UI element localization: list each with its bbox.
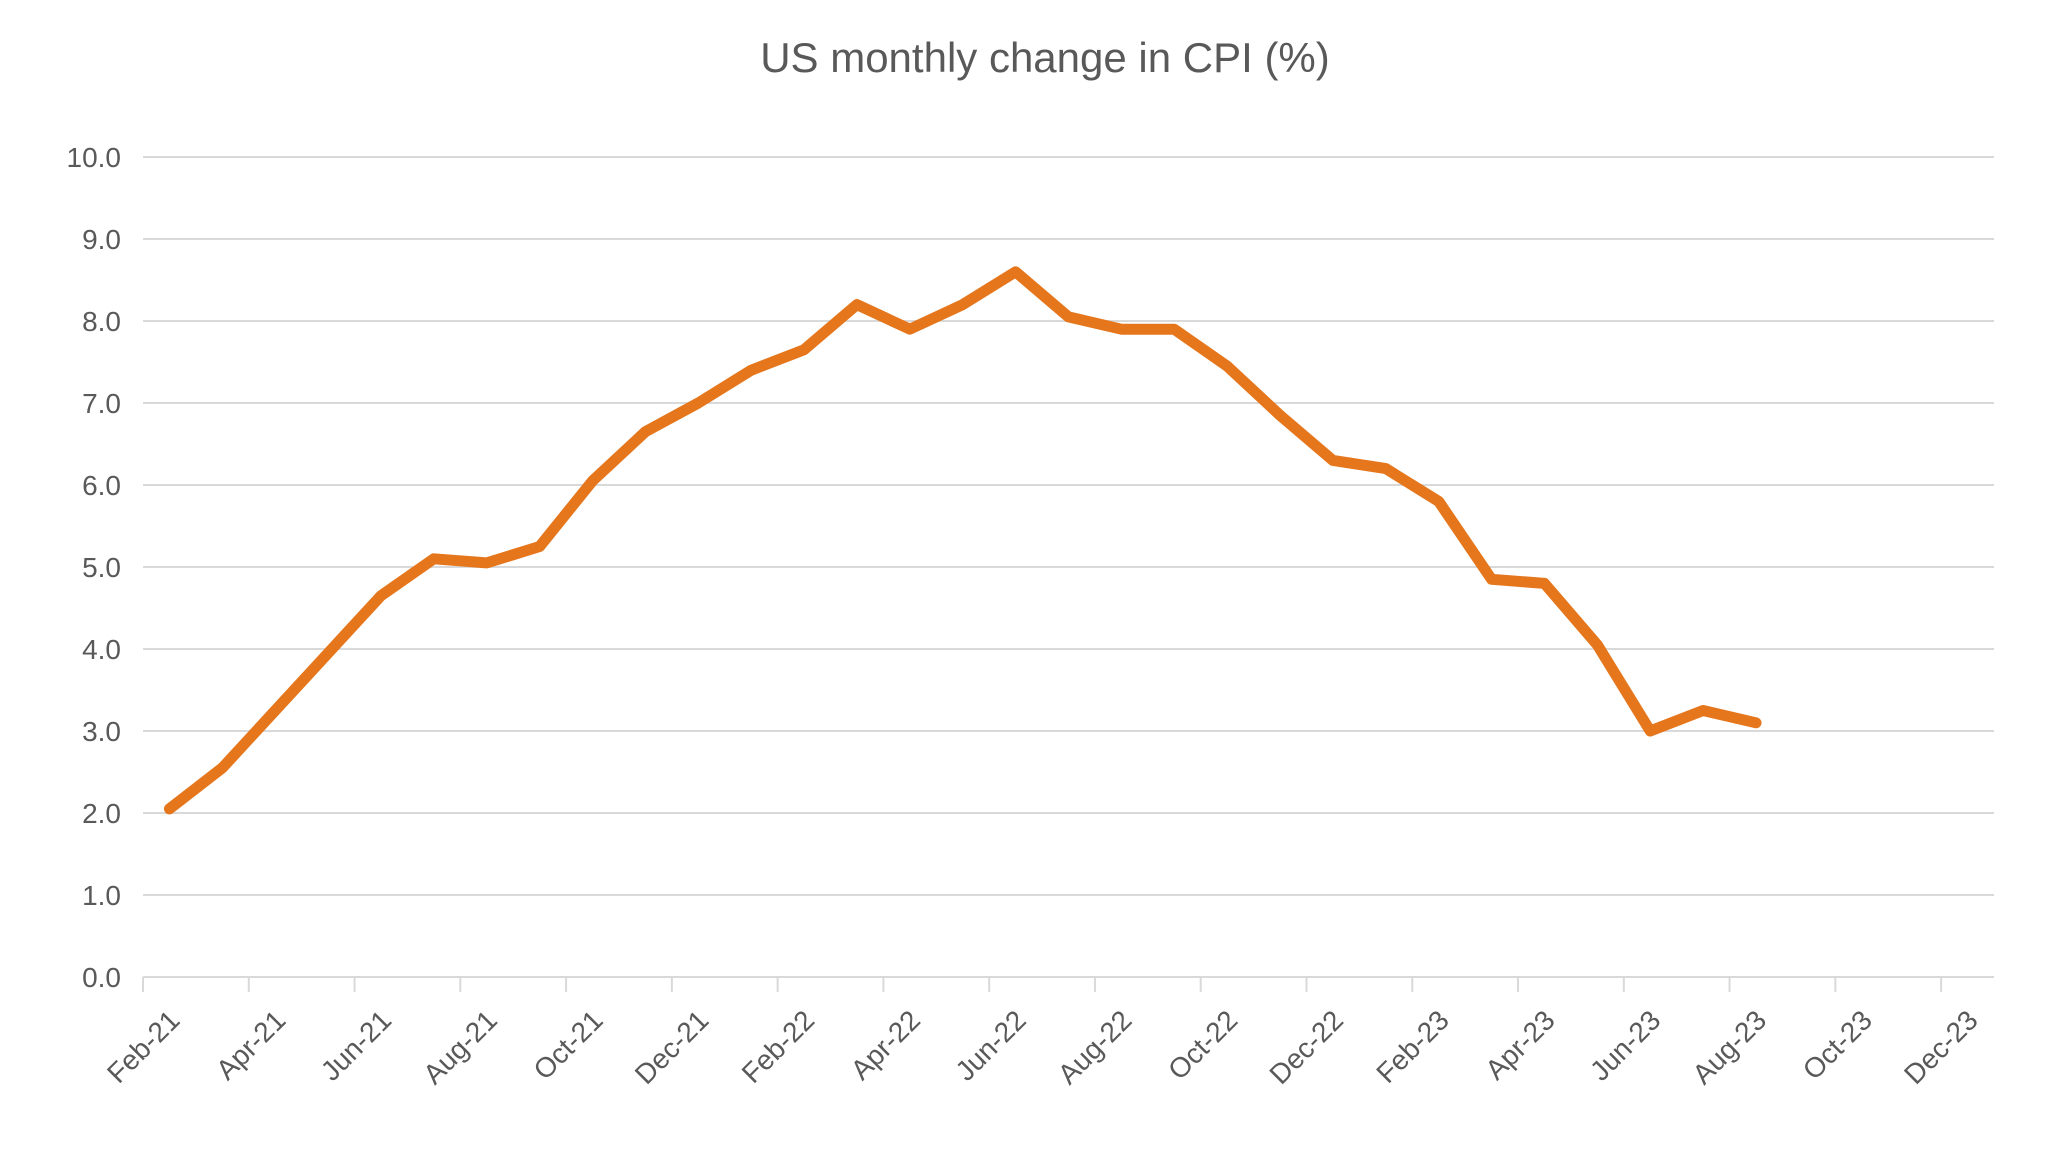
y-axis-label: 9.0 (82, 224, 121, 255)
y-axis-label: 1.0 (82, 880, 121, 911)
y-axis-label: 3.0 (82, 716, 121, 747)
cpi-series-line (163, 266, 1762, 815)
x-axis-label: Dec-23 (1898, 1004, 1984, 1090)
x-axis-label: Oct-22 (1162, 1004, 1243, 1085)
y-axis-label: 8.0 (82, 306, 121, 337)
x-axis-label: Aug-23 (1686, 1004, 1772, 1090)
x-axis-label: Oct-21 (527, 1004, 608, 1085)
x-axis-labels: Feb-21 Apr-21 Jun-21 Aug-21 Oct-21 Dec-21 Feb-… (101, 1004, 1984, 1090)
y-axis-label: 6.0 (82, 470, 121, 501)
x-axis-label: Feb-21 (101, 1004, 186, 1089)
x-axis-label: Jun-23 (1584, 1004, 1666, 1086)
x-axis-label: Feb-23 (1370, 1004, 1455, 1089)
y-axis-label: 5.0 (82, 552, 121, 583)
series (163, 266, 1762, 815)
x-axis-label: Dec-21 (629, 1004, 715, 1090)
y-axis-label: 4.0 (82, 634, 121, 665)
x-axis-label: Apr-23 (1479, 1004, 1560, 1085)
x-axis-label: Aug-21 (417, 1004, 503, 1090)
x-axis-label: Aug-22 (1052, 1004, 1138, 1090)
chart-title: US monthly change in CPI (%) (760, 34, 1330, 81)
x-axis-label: Jun-22 (949, 1004, 1031, 1086)
x-axis-label: Dec-22 (1263, 1004, 1349, 1090)
y-axis-label: 10.0 (67, 142, 122, 173)
y-axis-label: 0.0 (82, 962, 121, 993)
y-axis-label: 7.0 (82, 388, 121, 419)
x-axis-label: Jun-21 (315, 1004, 397, 1086)
x-axis-label: Oct-23 (1797, 1004, 1878, 1085)
x-axis-label: Feb-22 (736, 1004, 821, 1089)
x-axis-ticks (142, 977, 1943, 992)
x-axis-label: Apr-22 (845, 1004, 926, 1085)
y-axis-labels: 0.0 1.0 2.0 3.0 4.0 5.0 6.0 7.0 8.0 9.0 10.0 (67, 142, 122, 993)
x-axis-label: Apr-21 (210, 1004, 291, 1085)
y-axis-label: 2.0 (82, 798, 121, 829)
